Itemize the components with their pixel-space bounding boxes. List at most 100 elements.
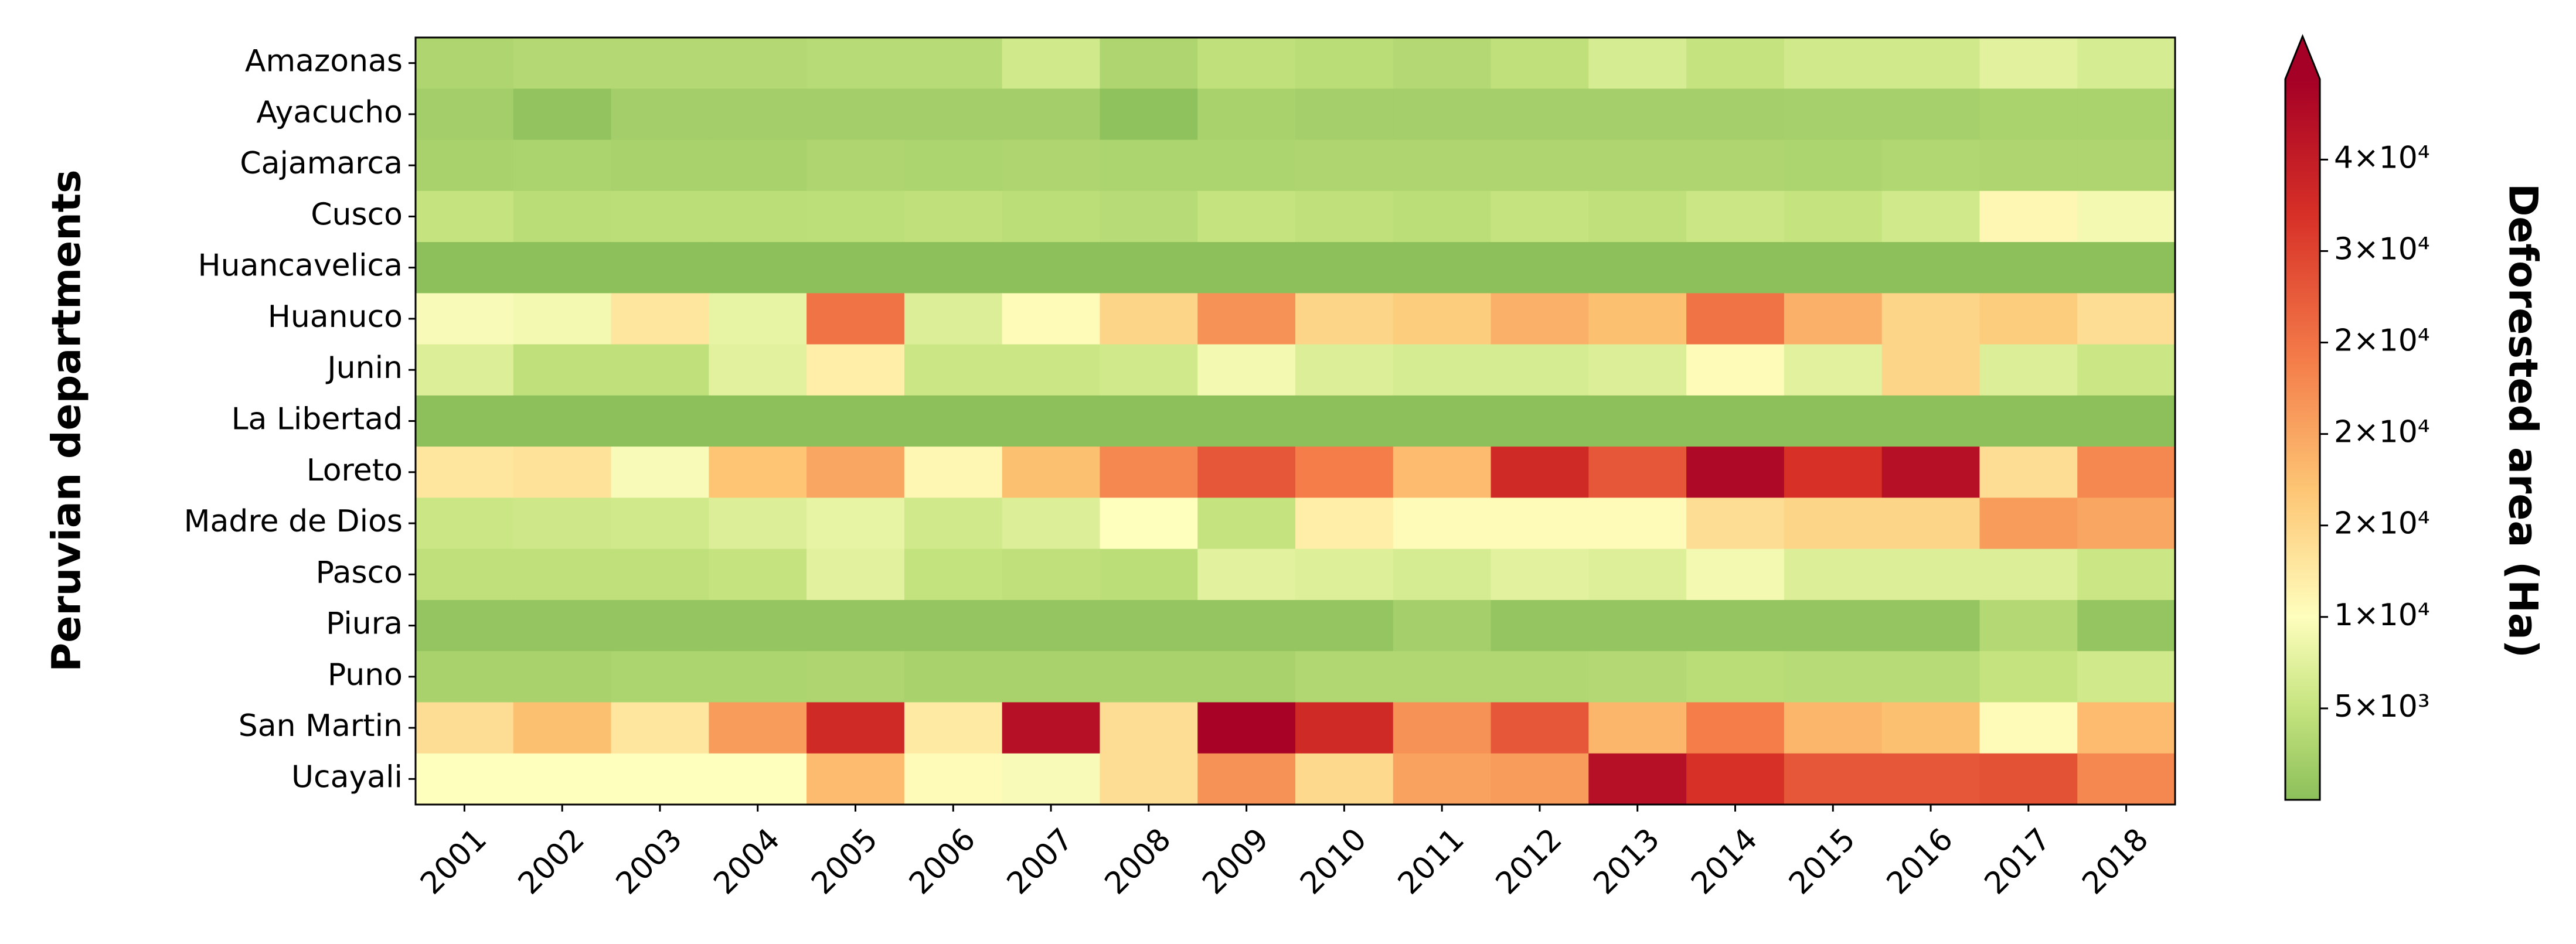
heatmap-cell	[513, 190, 612, 243]
heatmap-cell	[1197, 497, 1296, 550]
heatmap-cell	[807, 139, 905, 192]
y-tick-label: Madre de Dios	[184, 504, 403, 539]
heatmap-cell	[1100, 242, 1198, 294]
y-tick-label: Ucayali	[291, 759, 403, 795]
heatmap-cell	[1881, 344, 1980, 396]
heatmap-cell	[416, 447, 514, 498]
heatmap-cell	[611, 651, 709, 703]
heatmap-cell	[1979, 447, 2078, 498]
heatmap-cell	[2077, 599, 2176, 652]
heatmap-cell	[904, 395, 1003, 447]
heatmap-cell	[1100, 139, 1198, 192]
heatmap-cell	[513, 293, 612, 345]
heatmap-cell	[2077, 753, 2176, 805]
heatmap-cell	[1979, 242, 2078, 294]
heatmap-cell	[416, 242, 514, 294]
heatmap-cell	[1979, 344, 2078, 396]
heatmap-cell	[1979, 548, 2078, 601]
heatmap-cell	[709, 293, 807, 345]
heatmap-cell	[1197, 599, 1296, 652]
heatmap-cell	[513, 242, 612, 294]
heatmap-cell	[1686, 139, 1785, 192]
heatmap-cell	[1491, 38, 1589, 89]
heatmap-cell	[1784, 753, 1883, 805]
x-tick-label: 2010	[1294, 822, 1373, 901]
heatmap-cell	[1100, 395, 1198, 447]
heatmap-cell	[1491, 753, 1589, 805]
heatmap-cell	[1588, 293, 1687, 345]
heatmap-cell	[1686, 38, 1785, 89]
heatmap-cell	[1588, 548, 1687, 601]
heatmap-cell	[2077, 651, 2176, 703]
y-tick-label: Junin	[325, 350, 403, 386]
heatmap-cell	[1491, 344, 1589, 396]
heatmap-cell	[1491, 548, 1589, 601]
heatmap-cell	[1393, 344, 1492, 396]
heatmap-cell	[904, 293, 1003, 345]
heatmap-cell	[611, 753, 709, 805]
heatmap-cell	[1784, 293, 1883, 345]
heatmap-cell	[1197, 753, 1296, 805]
heatmap-cell	[1002, 548, 1100, 601]
x-tick-label: 2016	[1880, 822, 1960, 901]
heatmap-cell	[1197, 395, 1296, 447]
heatmap-cell	[1588, 38, 1687, 89]
heatmap-cell	[1100, 293, 1198, 345]
heatmap-cell	[1295, 753, 1394, 805]
heatmap-cell	[1393, 395, 1492, 447]
heatmap-cell	[807, 651, 905, 703]
heatmap-cell	[1881, 38, 1980, 89]
heatmap-cell	[1100, 599, 1198, 652]
heatmap-cell	[611, 293, 709, 345]
x-tick-label: 2014	[1685, 822, 1764, 901]
heatmap-cell	[904, 88, 1003, 141]
y-tick-label: Cusco	[311, 197, 403, 232]
x-tick-label: 2008	[1098, 822, 1178, 901]
heatmap-cell	[1979, 395, 2078, 447]
heatmap-cell	[1686, 242, 1785, 294]
heatmap-cell	[513, 548, 612, 601]
x-tick-label: 2009	[1196, 822, 1275, 901]
y-axis-label: Peruvian departments	[44, 169, 90, 672]
heatmap-cell	[1393, 702, 1492, 754]
heatmap-cell	[1491, 497, 1589, 550]
heatmap-cell	[709, 395, 807, 447]
heatmap-cell	[807, 344, 905, 396]
y-tick-label: San Martin	[239, 708, 403, 744]
heatmap-cell	[611, 190, 709, 243]
heatmap-cell	[1295, 38, 1394, 89]
heatmap-cell	[1491, 139, 1589, 192]
heatmap-cell	[1393, 548, 1492, 601]
heatmap-cell	[1100, 344, 1198, 396]
heatmap-cell	[1002, 88, 1100, 141]
heatmap-cell	[904, 548, 1003, 601]
heatmap-cell	[611, 88, 709, 141]
heatmap-cell	[1393, 293, 1492, 345]
colorbar-tick-label: 2×10⁴	[2334, 415, 2430, 450]
heatmap-cell	[1784, 651, 1883, 703]
heatmap-cell	[513, 344, 612, 396]
heatmap-cell	[416, 599, 514, 652]
heatmap-cell	[1100, 548, 1198, 601]
heatmap-cell	[416, 548, 514, 601]
x-tick-label: 2011	[1391, 822, 1471, 901]
heatmap-cell	[513, 497, 612, 550]
heatmap-cell	[1784, 344, 1883, 396]
heatmap-cell	[807, 190, 905, 243]
heatmap-cell	[1979, 190, 2078, 243]
heatmap-cell	[513, 447, 612, 498]
heatmap-cell	[1881, 497, 1980, 550]
heatmap-cell	[807, 395, 905, 447]
heatmap-cell	[611, 38, 709, 89]
heatmap-cell	[904, 242, 1003, 294]
x-tick-label: 2003	[610, 822, 689, 901]
heatmap-cell	[1784, 88, 1883, 141]
heatmap-cell	[1686, 702, 1785, 754]
heatmap-cell	[1393, 447, 1492, 498]
x-tick-label: 2001	[414, 822, 494, 901]
heatmap-cell	[709, 242, 807, 294]
heatmap-cell	[1491, 395, 1589, 447]
x-tick-label: 2018	[2075, 822, 2155, 901]
heatmap-cell	[1197, 242, 1296, 294]
heatmap-cell	[807, 548, 905, 601]
